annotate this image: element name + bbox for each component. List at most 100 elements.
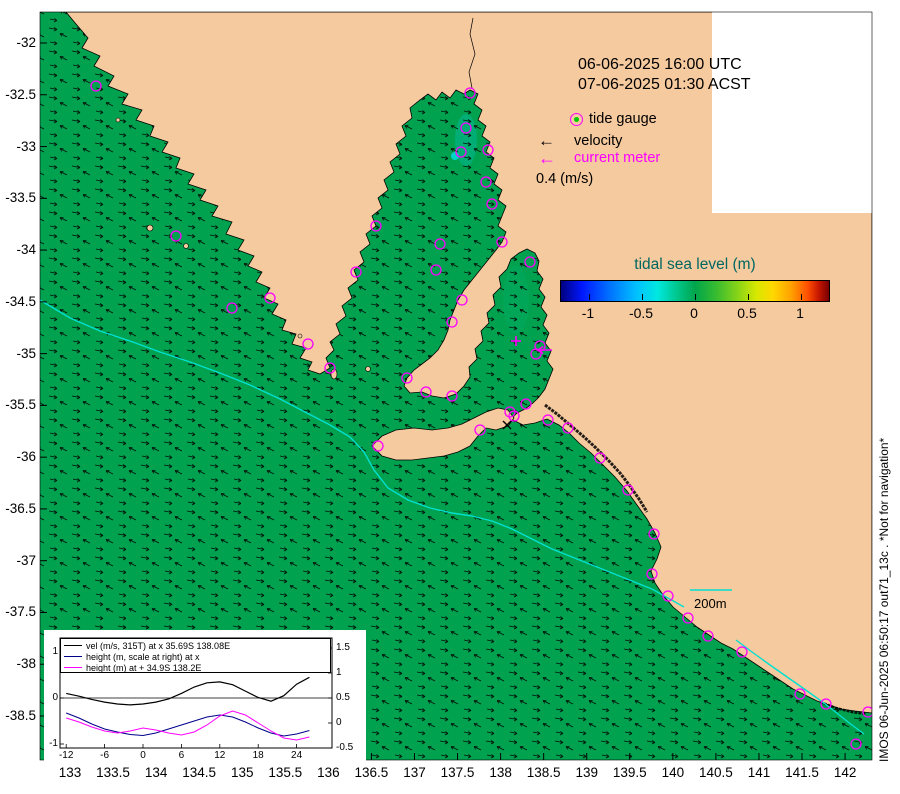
colorbar-tick-mark: [589, 294, 590, 300]
lat-tick-label: -38.5: [5, 708, 36, 723]
lon-tick-label: 137.5: [440, 765, 475, 780]
lat-tick-label: -33: [16, 138, 36, 154]
tide-gauge-marker: [594, 452, 606, 464]
tide-gauge-marker: [446, 316, 458, 328]
lon-tick-label: 138.5: [526, 765, 561, 780]
lat-tick-label: -35.5: [5, 397, 36, 413]
tide-gauge-marker: [401, 372, 413, 384]
lon-tick-label: 142: [833, 765, 857, 780]
colorbar-labels: -1 -0.5 0 0.5 1: [560, 305, 830, 323]
tide-gauge-marker: [504, 406, 516, 418]
tide-gauge-marker: [480, 176, 492, 188]
legend-line-sample: [64, 656, 82, 657]
colorbar-tick-mark: [748, 294, 749, 300]
lat-tick-label: -38: [16, 656, 36, 672]
tide-gauge-marker: [302, 338, 314, 350]
colorbar-tick-label: 1: [796, 305, 804, 321]
lon-tick-label: 141: [747, 765, 771, 780]
legend-tide-gauge: tide gauge: [570, 111, 657, 127]
depth-contour-200m: [40, 299, 685, 608]
lat-tick-label: -34: [16, 242, 36, 258]
colorbar-tick-label: -0.5: [628, 305, 654, 321]
tide-gauge-markers: [90, 80, 872, 750]
lon-tick-label: 141.5: [785, 765, 819, 780]
tide-gauge-marker: [434, 238, 446, 250]
plus-marker: [511, 336, 521, 346]
colorbar-tick-label: 0: [690, 305, 698, 321]
lon-tick-label: 134.5: [182, 765, 217, 780]
small-island: [330, 368, 338, 380]
inset-right-tick-label: 1.5: [336, 642, 350, 653]
inset-legend-label: vel (m/s, 315T) at x 35.69S 138.08E: [86, 640, 231, 651]
tide-gauge-marker: [862, 706, 872, 718]
tide-gauge-marker: [520, 398, 532, 410]
inset-series-height-x: [66, 712, 310, 737]
legend-tide-gauge-label: tide gauge: [589, 111, 657, 127]
tide-gauge-marker: [264, 292, 276, 304]
lon-tick-label: 135: [230, 765, 254, 780]
land-mass-kangaroo-island: [371, 407, 515, 461]
tide-gauge-marker: [430, 264, 442, 276]
lon-tick-label: 140.5: [698, 765, 733, 780]
colorbar-tick-mark: [695, 294, 696, 300]
tide-gauge-marker: [455, 146, 467, 158]
inset-right-tick-label: 0: [336, 717, 342, 728]
lat-tick-label: -32.5: [5, 86, 36, 102]
lon-tick-label: 136: [317, 765, 340, 780]
lon-tick-label: 139: [575, 765, 598, 780]
tide-gauge-marker: [794, 688, 806, 700]
inset-legend: vel (m/s, 315T) at x 35.69S 138.08E heig…: [60, 638, 331, 673]
lat-tick-label: -37.5: [5, 604, 36, 620]
legend-current-meter-label: current meter: [574, 150, 661, 166]
tide-gauge-marker: [456, 294, 468, 306]
watermark-text: IMOS 06-Jun-2025 06:50:17 out71_13c . *N…: [877, 437, 891, 762]
tide-gauge-icon: [570, 112, 583, 126]
small-island: [183, 243, 189, 249]
lon-tick-label: 138: [489, 765, 512, 780]
inset-left-tick-label: 0: [52, 692, 58, 703]
domain-cutout: [712, 12, 872, 213]
dense-velocity-band: [819, 700, 867, 716]
inset-left-tick-label: 1: [52, 646, 58, 657]
tide-gauge-marker: [370, 220, 382, 232]
inset-x-tick-label: 18: [252, 750, 264, 761]
small-island: [115, 117, 121, 123]
tide-gauge-marker: [702, 630, 714, 642]
tide-gauge-marker: [648, 528, 660, 540]
inset-legend-label: height (m, scale at right) at x: [86, 651, 200, 662]
lat-tick-label: -36: [16, 449, 36, 465]
lon-tick-label: 134: [144, 765, 168, 780]
lat-tick-label: -32: [16, 35, 36, 50]
tide-gauge-marker: [820, 698, 832, 710]
plot-frame: [39, 11, 873, 761]
inset-x-tick-label: 24: [291, 750, 303, 761]
tide-gauge-marker: [474, 424, 486, 436]
lon-tick-label: 135.5: [268, 765, 303, 780]
lat-tick-label: -33.5: [5, 190, 36, 206]
colorbar-gradient: [560, 280, 830, 302]
inset-legend-row: vel (m/s, 315T) at x 35.69S 138.08E: [64, 640, 327, 651]
colorbar-title: tidal sea level (m): [634, 256, 756, 273]
tide-gauge-dot-icon: [574, 116, 579, 122]
colorbar-tick-label: 0.5: [737, 305, 757, 321]
river-line: [468, 17, 476, 89]
small-island: [297, 333, 303, 339]
lon-tick-label: 133.5: [96, 765, 130, 780]
lat-tick-label: -37: [16, 552, 36, 568]
legend-line-sample: [64, 645, 82, 646]
tide-gauge-marker: [736, 646, 748, 658]
tide-gauge-marker: [464, 87, 476, 99]
lon-tick-label: 136.5: [354, 765, 389, 780]
dense-velocity-band: [544, 403, 649, 513]
inset-x-tick-label: 6: [178, 750, 185, 761]
inset-x-tick-label: 12: [214, 750, 226, 761]
inset-x-tick-label: -12: [58, 750, 74, 761]
contour-depth-label: 200m: [694, 596, 727, 611]
legend-velocity-label: velocity: [574, 133, 623, 149]
tide-gauge-marker: [542, 414, 554, 426]
small-island: [365, 366, 371, 372]
tide-gauge-marker: [170, 230, 182, 242]
inset-x-tick-label: 0: [140, 750, 146, 761]
